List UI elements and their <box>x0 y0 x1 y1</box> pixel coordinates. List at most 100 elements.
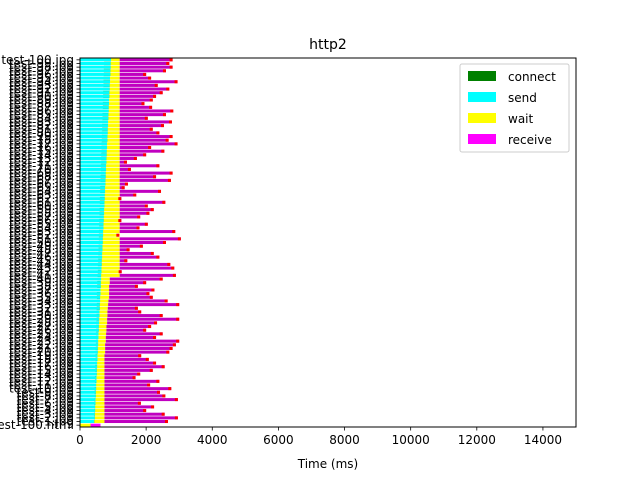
bar-end-marker-1 <box>164 420 168 424</box>
bar-receive-90 <box>119 94 157 98</box>
bar-receive-89 <box>119 98 153 102</box>
bar-end-marker-16 <box>161 365 165 369</box>
y-tick-label-85: test-85.jpg <box>9 108 74 122</box>
bar-end-marker-23 <box>176 339 180 343</box>
y-tick-label-95: test-95.jpg <box>9 71 74 85</box>
bar-wait-16 <box>97 365 105 369</box>
bar-receive-64 <box>119 189 162 193</box>
bar-end-marker-89 <box>149 98 153 102</box>
bar-receive-88 <box>119 102 145 106</box>
bar-receive-2 <box>104 416 178 420</box>
bar-wait-12 <box>96 379 105 383</box>
bar-end-marker-19 <box>138 354 142 358</box>
bar-receive-63 <box>119 193 137 197</box>
y-tick-label-91: test-91.jpg <box>9 86 74 100</box>
bar-end-marker-48 <box>126 248 130 252</box>
bar-end-marker-100 <box>169 58 173 62</box>
bar-receive-22 <box>105 343 176 347</box>
bar-end-marker-49 <box>139 244 143 248</box>
bar-wait-6 <box>95 401 105 405</box>
x-axis-label: Time (ms) <box>297 457 359 471</box>
bar-end-marker-56 <box>118 219 122 223</box>
bar-wait-71 <box>106 164 120 168</box>
y-tick-label-73: test-73.jpg <box>9 151 74 165</box>
bar-wait-27 <box>98 325 107 329</box>
bar-send-70 <box>80 167 107 171</box>
bar-end-marker-65 <box>121 186 125 190</box>
bar-wait-36 <box>100 292 110 296</box>
bar-send-66 <box>80 182 106 186</box>
bar-receive-8 <box>104 394 166 398</box>
y-tick-label-41: test-41.jpg <box>9 268 74 282</box>
y-tick-label-59: test-59.jpg <box>9 203 74 217</box>
bar-send-94 <box>80 80 111 84</box>
bar-send-6 <box>80 401 96 405</box>
bar-send-71 <box>80 164 107 168</box>
bar-wait-30 <box>99 314 108 318</box>
bar-send-21 <box>80 346 98 350</box>
bar-wait-15 <box>96 368 105 372</box>
bar-send-100 <box>80 58 112 62</box>
bar-end-marker-67 <box>167 178 171 182</box>
y-tick-label-24: test-24.jpg <box>9 330 74 344</box>
bar-wait-60 <box>104 204 120 208</box>
bar-end-marker-57 <box>137 215 141 219</box>
bar-send-98 <box>80 65 111 69</box>
bar-end-marker-7 <box>174 398 178 402</box>
y-tick-label-77: test-77.jpg <box>9 137 74 151</box>
bar-wait-61 <box>104 200 120 204</box>
bar-end-marker-27 <box>148 325 152 329</box>
bar-send-45 <box>80 259 102 263</box>
bar-end-marker-69 <box>169 171 173 175</box>
y-tick-label-26: test-26.jpg <box>9 323 74 337</box>
legend-label-receive: receive <box>508 133 552 147</box>
bar-wait-13 <box>96 376 105 380</box>
bar-wait-82 <box>108 124 120 128</box>
bar-wait-81 <box>107 127 120 131</box>
bar-wait-80 <box>107 131 120 135</box>
bar-receive-1 <box>104 420 168 424</box>
y-tick-label-98: test-98.jpg <box>9 60 74 74</box>
bar-send-93 <box>80 83 110 87</box>
y-tick-label-67: test-67.jpg <box>9 173 74 187</box>
bar-receive-20 <box>105 350 170 354</box>
bar-wait-33 <box>99 303 109 307</box>
y-tick-label-51: test-51.jpg <box>9 232 74 246</box>
bar-send-49 <box>80 244 103 248</box>
bar-wait-69 <box>105 171 120 175</box>
bar-receive-66 <box>119 182 128 186</box>
bar-send-18 <box>80 357 98 361</box>
y-tick-label-78: test-78.jpg <box>9 133 74 147</box>
bar-receive-25 <box>106 332 163 336</box>
y-tick-label-93: test-93.jpg <box>9 78 74 92</box>
bar-wait-83 <box>108 120 120 124</box>
bar-wait-18 <box>97 357 105 361</box>
bar-send-24 <box>80 335 99 339</box>
y-tick-label-33: test-33.jpg <box>9 298 74 312</box>
legend-swatch-send <box>468 92 496 102</box>
bar-receive-78 <box>119 138 169 142</box>
bar-receive-0 <box>90 423 101 427</box>
bar-end-marker-18 <box>145 357 149 361</box>
bar-end-marker-17 <box>153 361 157 365</box>
y-tick-label-76: test-76.jpg <box>9 141 74 155</box>
bar-end-marker-51 <box>177 237 181 241</box>
bar-end-marker-54 <box>136 226 140 230</box>
bar-receive-4 <box>104 409 147 413</box>
y-tick-label-37: test-37.jpg <box>9 283 74 297</box>
bar-receive-98 <box>119 65 173 69</box>
bar-receive-30 <box>107 314 163 318</box>
bar-end-marker-82 <box>160 124 164 128</box>
bar-receive-82 <box>119 124 164 128</box>
bar-end-marker-20 <box>166 350 170 354</box>
y-tick-label-12: test-12.jpg <box>9 374 74 388</box>
bar-wait-55 <box>103 222 120 226</box>
bar-send-72 <box>80 160 107 164</box>
bar-end-marker-29 <box>176 317 180 321</box>
y-tick-label-80: test-80.jpg <box>9 126 74 140</box>
bar-send-77 <box>80 142 108 146</box>
bar-end-marker-98 <box>169 65 173 69</box>
bar-receive-68 <box>119 175 157 179</box>
bar-wait-92 <box>109 87 120 91</box>
bar-wait-98 <box>110 65 120 69</box>
